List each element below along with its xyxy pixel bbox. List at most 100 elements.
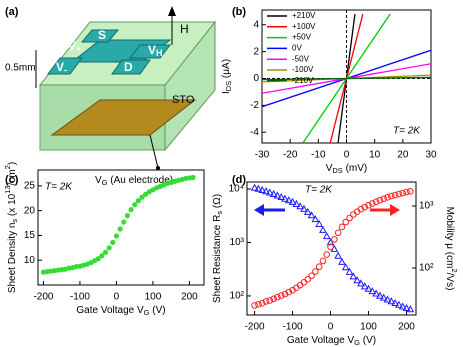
legend-label: -100V [292, 65, 314, 74]
marker [273, 191, 282, 199]
arrows [254, 204, 400, 216]
marker [124, 213, 130, 219]
label-part: 13 [3, 185, 12, 193]
marker [357, 205, 365, 213]
x-tick-label: 100 [145, 292, 162, 303]
x-tick-label: 100 [360, 322, 377, 333]
label-part: H [156, 48, 163, 58]
panel-label: (c) [5, 174, 19, 186]
legend-label: -210V [292, 76, 314, 85]
marker [407, 187, 414, 195]
x-tick-label: 20 [397, 150, 409, 161]
x-tick-label: -20 [283, 150, 298, 161]
y-tick-label: 0 [253, 73, 259, 84]
v-hall-label: VH [148, 43, 163, 58]
label-part: I [221, 91, 232, 94]
marker [331, 236, 338, 243]
marker [262, 298, 270, 305]
y-axis-label: IDS (μA) [221, 59, 233, 94]
marker [387, 297, 396, 305]
contact-s [80, 29, 120, 43]
field-arrowhead [168, 6, 176, 16]
marker [106, 245, 112, 251]
panel-label: (d) [232, 174, 246, 186]
label-part: /cm [7, 169, 18, 185]
marker [254, 184, 263, 192]
annotation: T= 2K [393, 126, 421, 137]
label-part: V [68, 39, 76, 53]
marker [265, 188, 274, 196]
marker [274, 293, 281, 301]
label-part: G [144, 308, 150, 317]
marker [262, 187, 270, 195]
marker [284, 196, 293, 204]
marker [300, 204, 308, 212]
marker [372, 289, 380, 297]
label-part: /Vs) [444, 273, 455, 291]
marker [113, 233, 120, 239]
legend-label: +50V [292, 33, 312, 42]
x-tick-label: 0 [344, 150, 350, 161]
marker [383, 295, 392, 303]
marker [269, 189, 278, 197]
gate-electrode [50, 99, 197, 136]
marker [361, 203, 369, 211]
marker [338, 223, 346, 231]
label-part: Gate Voltage V [287, 335, 355, 346]
x-tick-label: 0 [328, 322, 334, 333]
annotation: T= 2K [305, 185, 333, 196]
marker [399, 189, 407, 197]
y-tick-label: 2 [253, 46, 259, 57]
y-tick-label: 10 [24, 255, 36, 266]
label-part: (μA) [221, 59, 232, 81]
marker [307, 211, 316, 219]
marker [285, 288, 293, 296]
label-part: + [76, 44, 81, 54]
label-part: ) [7, 162, 18, 165]
x-axis-label: Gate Voltage VG (V) [76, 305, 165, 317]
right-axis-arrowhead [390, 204, 400, 216]
x-tick-label: -200 [33, 292, 53, 303]
marker [277, 193, 286, 201]
marker [395, 300, 403, 308]
marker [315, 263, 323, 271]
label-part: V [56, 60, 64, 74]
marker [250, 183, 259, 191]
marker [190, 174, 196, 181]
marker [117, 226, 123, 232]
label-part: (V) [150, 305, 166, 316]
gate-contact [156, 166, 160, 170]
panel-label: (b) [232, 6, 246, 18]
y-tick-label: 25 [24, 181, 36, 192]
label-part: - [64, 65, 67, 75]
marker [258, 300, 266, 307]
plot-frame [246, 181, 417, 316]
label-part: V [326, 163, 333, 174]
thickness-label: 0.5mm [5, 63, 36, 74]
marker [102, 249, 109, 255]
label-part: G [354, 338, 360, 347]
annotation: T= 2K [45, 182, 73, 193]
x-tick-label: 10 [369, 150, 381, 161]
legend-label: 0V [292, 44, 302, 53]
marker [353, 276, 361, 284]
marker [308, 272, 315, 280]
marker [312, 268, 319, 275]
v-minus-label: V- [56, 60, 67, 75]
marker [346, 214, 353, 222]
marker [376, 196, 384, 204]
marker [368, 287, 377, 295]
marker [135, 198, 141, 204]
y-tick-label: 10³ [230, 237, 245, 248]
y-tick-label: 10² [230, 291, 245, 302]
legend-label: +210V [292, 11, 316, 20]
label-part: V [148, 43, 156, 57]
marker [364, 284, 373, 292]
label-part: Mobility μ (cm [444, 207, 455, 269]
marker [110, 239, 116, 245]
marker [132, 202, 138, 208]
legend-label: +100V [292, 22, 316, 31]
marker [327, 243, 334, 251]
label-part: (mV) [343, 163, 367, 174]
y-tick-label: 15 [24, 230, 36, 241]
